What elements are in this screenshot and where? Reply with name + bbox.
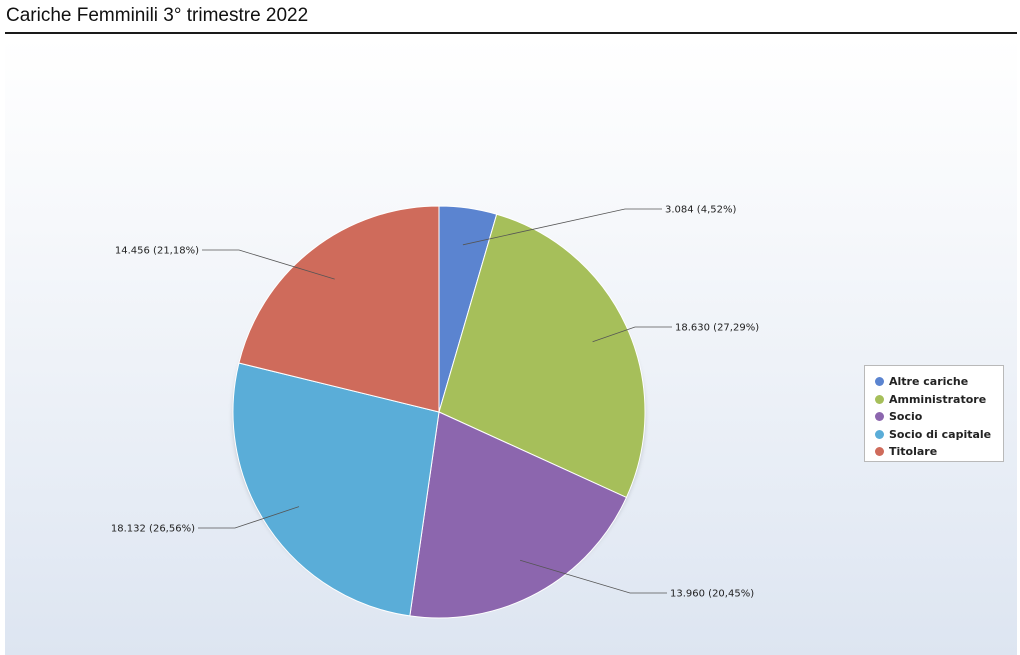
chart-area: 3.084 (4,52%) 18.630 (27,29%) 13.960 (20,4… bbox=[5, 37, 1017, 655]
page-title: Cariche Femminili 3° trimestre 2022 bbox=[6, 5, 309, 26]
pie-slice-amministratore[interactable] bbox=[438, 213, 646, 499]
pie-slice-socio[interactable] bbox=[409, 411, 628, 619]
leader-line-titolare bbox=[202, 249, 335, 280]
data-label-socio-di-capitale: 18.132 (26,56%) bbox=[111, 524, 195, 535]
pie-slice-titolare[interactable] bbox=[238, 205, 440, 413]
leader-line-amministratore bbox=[592, 326, 672, 343]
leader-line-altre-cariche bbox=[462, 208, 662, 246]
legend-label: Titolare bbox=[889, 445, 938, 459]
leader-line-socio-di-capitale bbox=[198, 506, 300, 529]
legend-label: Amministratore bbox=[889, 392, 987, 406]
pie-slice-socio-di-capitale[interactable] bbox=[232, 362, 440, 617]
legend-label: Socio di capitale bbox=[889, 427, 992, 441]
data-label-socio: 13.960 (20,45%) bbox=[670, 589, 754, 600]
leader-line-socio bbox=[519, 559, 667, 594]
legend-marker-icon bbox=[875, 429, 884, 439]
legend-marker-icon bbox=[875, 377, 884, 387]
legend-marker-icon bbox=[875, 412, 884, 422]
data-label-amministratore: 18.630 (27,29%) bbox=[675, 323, 759, 334]
title-divider bbox=[5, 32, 1017, 34]
legend-label: Altre cariche bbox=[889, 375, 969, 389]
pie-chart: 3.084 (4,52%) 18.630 (27,29%) 13.960 (20,4… bbox=[111, 205, 759, 619]
legend-item-altre-cariche[interactable]: Altre cariche bbox=[875, 373, 1003, 391]
legend-marker-icon bbox=[875, 394, 884, 404]
chart-legend: Altre cariche Amministratore Socio Socio di… bbox=[864, 365, 1004, 462]
data-label-altre-cariche: 3.084 (4,52%) bbox=[665, 205, 736, 216]
legend-item-amministratore[interactable]: Amministratore bbox=[875, 391, 1003, 409]
legend-label: Socio bbox=[889, 410, 923, 424]
legend-marker-icon bbox=[875, 447, 884, 457]
legend-item-titolare[interactable]: Titolare bbox=[875, 443, 1003, 461]
legend-item-socio-di-capitale[interactable]: Socio di capitale bbox=[875, 426, 1003, 444]
data-label-titolare: 14.456 (21,18%) bbox=[115, 246, 199, 257]
legend-item-socio[interactable]: Socio bbox=[875, 408, 1003, 426]
